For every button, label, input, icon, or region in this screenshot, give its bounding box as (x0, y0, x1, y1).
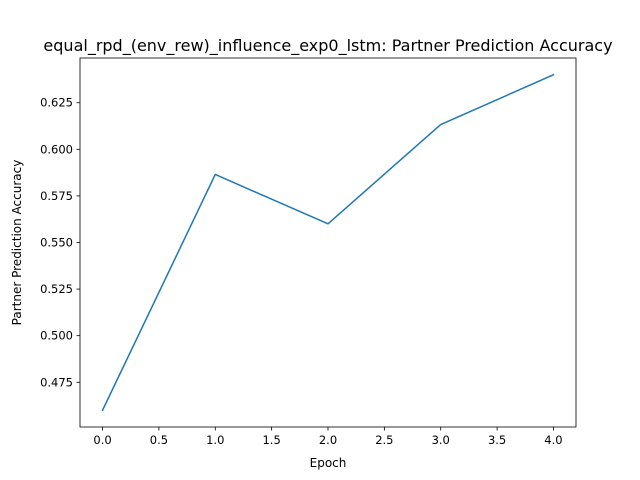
x-tick-label: 2.5 (375, 433, 393, 447)
x-axis-label: Epoch (310, 456, 347, 470)
y-axis: 0.475 0.500 0.525 0.550 0.575 0.600 0.625 (40, 96, 80, 389)
y-axis-label: Partner Prediction Accuracy (10, 160, 24, 326)
y-tick-label: 0.500 (40, 329, 73, 343)
x-tick-label: 3.0 (432, 433, 450, 447)
x-tick-label: 2.0 (319, 433, 337, 447)
x-tick-label: 3.5 (488, 433, 506, 447)
y-tick-label: 0.550 (40, 236, 73, 250)
x-axis: 0.0 0.5 1.0 1.5 2.0 2.5 3.0 3.5 4.0 (93, 427, 563, 447)
x-tick-label: 0.5 (150, 433, 168, 447)
chart-title: equal_rpd_(env_rew)_influence_exp0_lstm:… (43, 36, 612, 56)
y-tick-label: 0.525 (40, 282, 73, 296)
series-line-0 (101, 73, 555, 412)
x-tick-label: 4.0 (544, 433, 562, 447)
y-tick-label: 0.575 (40, 189, 73, 203)
series-layer (101, 73, 555, 412)
x-tick-label: 1.0 (206, 433, 224, 447)
x-tick-label: 1.5 (262, 433, 280, 447)
y-tick-label: 0.475 (40, 375, 73, 389)
y-tick-label: 0.625 (40, 96, 73, 110)
plot-area-frame (79, 57, 577, 428)
x-tick-label: 0.0 (93, 433, 111, 447)
y-tick-label: 0.600 (40, 142, 73, 156)
